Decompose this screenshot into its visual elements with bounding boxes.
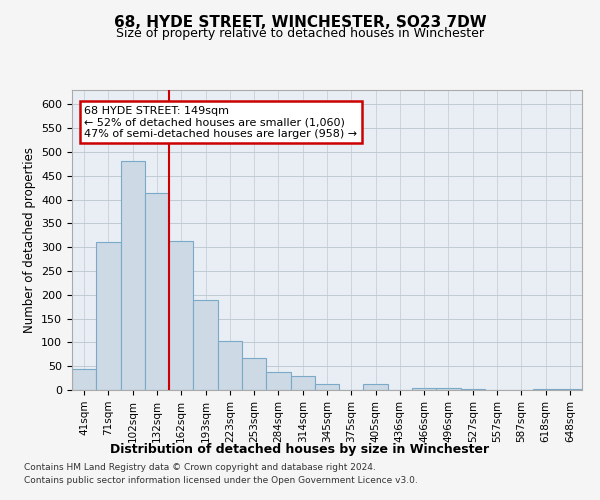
- Bar: [121, 162, 145, 390]
- Bar: [558, 389, 582, 390]
- Bar: [96, 242, 121, 390]
- Bar: [412, 388, 436, 390]
- Bar: [145, 194, 169, 390]
- Text: Distribution of detached houses by size in Winchester: Distribution of detached houses by size …: [110, 442, 490, 456]
- Bar: [218, 342, 242, 390]
- Text: Contains HM Land Registry data © Crown copyright and database right 2024.: Contains HM Land Registry data © Crown c…: [24, 464, 376, 472]
- Bar: [169, 241, 193, 390]
- Bar: [364, 384, 388, 390]
- Bar: [533, 388, 558, 390]
- Bar: [72, 368, 96, 390]
- Bar: [193, 300, 218, 390]
- Bar: [266, 372, 290, 390]
- Bar: [290, 376, 315, 390]
- Text: 68, HYDE STREET, WINCHESTER, SO23 7DW: 68, HYDE STREET, WINCHESTER, SO23 7DW: [113, 15, 487, 30]
- Text: Size of property relative to detached houses in Winchester: Size of property relative to detached ho…: [116, 28, 484, 40]
- Y-axis label: Number of detached properties: Number of detached properties: [23, 147, 35, 333]
- Bar: [436, 388, 461, 390]
- Text: Contains public sector information licensed under the Open Government Licence v3: Contains public sector information licen…: [24, 476, 418, 485]
- Bar: [461, 389, 485, 390]
- Bar: [242, 358, 266, 390]
- Text: 68 HYDE STREET: 149sqm
← 52% of detached houses are smaller (1,060)
47% of semi-: 68 HYDE STREET: 149sqm ← 52% of detached…: [84, 106, 357, 139]
- Bar: [315, 384, 339, 390]
